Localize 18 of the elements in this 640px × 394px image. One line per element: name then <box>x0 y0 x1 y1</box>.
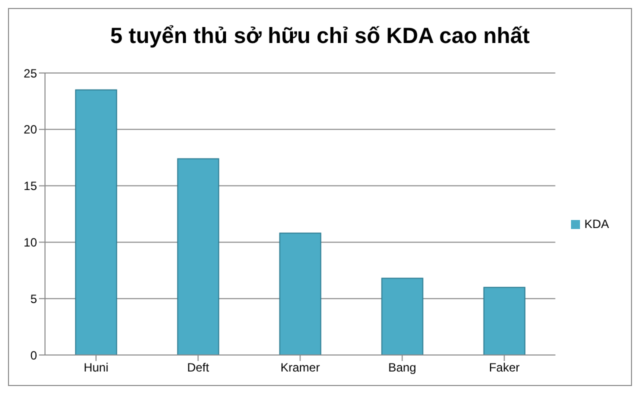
x-tick-label: Huni <box>84 360 108 375</box>
y-tick-label: 25 <box>24 66 38 80</box>
x-tick-label: Deft <box>187 360 210 375</box>
chart-title: 5 tuyển thủ sở hữu chỉ số KDA cao nhất <box>109 22 531 50</box>
y-tick-label: 20 <box>24 122 38 137</box>
x-tick-label: Bang <box>388 360 416 375</box>
y-tick-label: 5 <box>30 292 38 306</box>
x-tick-label: Kramer <box>280 360 320 375</box>
bar <box>483 286 526 355</box>
bar <box>75 89 118 355</box>
y-tick-label: 0 <box>30 348 38 362</box>
y-tick-label: 15 <box>24 179 38 194</box>
y-tick-label: 10 <box>24 235 38 250</box>
x-tick-label: Faker <box>488 360 520 375</box>
bar <box>279 232 322 355</box>
bar <box>177 158 220 355</box>
bar <box>381 278 424 355</box>
legend-label: KDA <box>584 217 609 231</box>
